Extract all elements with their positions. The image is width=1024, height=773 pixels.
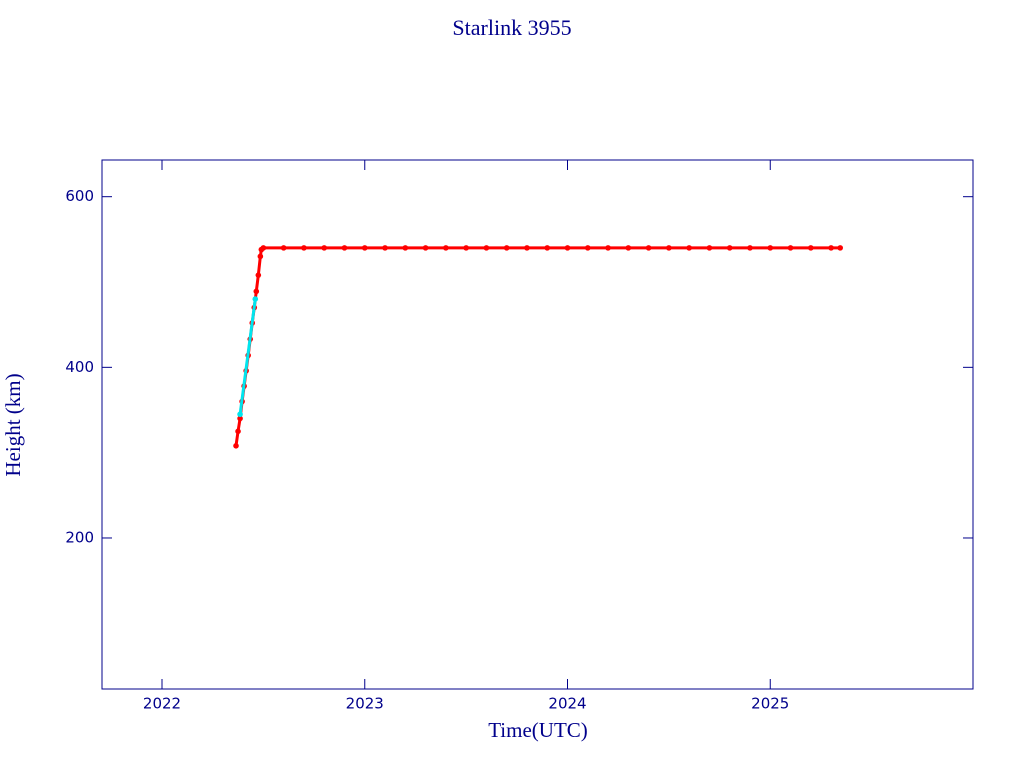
data-point [666,245,672,251]
data-point [237,415,243,422]
y-tick-label: 600 [65,187,94,205]
data-point [808,245,814,251]
data-point [341,245,348,251]
data-point [402,245,409,251]
data-point [463,245,469,251]
data-point [235,428,241,435]
x-tick-label: 2024 [548,695,586,713]
y-tick-label: 200 [65,528,94,546]
data-point [237,411,243,418]
data-point [605,245,611,251]
data-point [686,245,692,251]
data-point [837,245,844,251]
y-axis-label: Height (km) [1,373,25,476]
x-tick-label: 2025 [751,695,789,713]
data-point [253,288,260,295]
data-point [280,245,287,251]
data-point [645,245,652,251]
data-point [321,245,328,251]
data-point [361,245,368,251]
data-point [252,296,259,302]
data-point [257,253,264,260]
data-point [503,245,510,251]
data-point [255,272,262,278]
data-point [301,245,307,251]
plot-frame [101,159,974,690]
chart-title: Starlink 3955 [452,15,571,40]
series-line [238,298,257,415]
data-point [726,245,733,251]
data-point [483,245,490,251]
data-point [584,245,591,251]
series-line [234,246,841,447]
y-tick-label: 400 [65,358,94,376]
x-axis-label: Time(UTC) [488,718,588,742]
data-point [260,245,267,251]
data-point [706,245,713,251]
x-tick-label: 2023 [346,695,384,713]
data-point [564,245,571,251]
data-point [544,245,551,251]
x-tick-label: 2022 [143,695,181,713]
data-point [524,245,530,251]
data-point [382,245,388,251]
data-point [767,245,774,251]
data-point [625,245,632,251]
data-point [747,245,753,251]
data-point [828,245,834,251]
data-point [233,443,239,449]
data-point [422,245,429,251]
data-point [787,245,794,251]
data-point [443,245,449,251]
